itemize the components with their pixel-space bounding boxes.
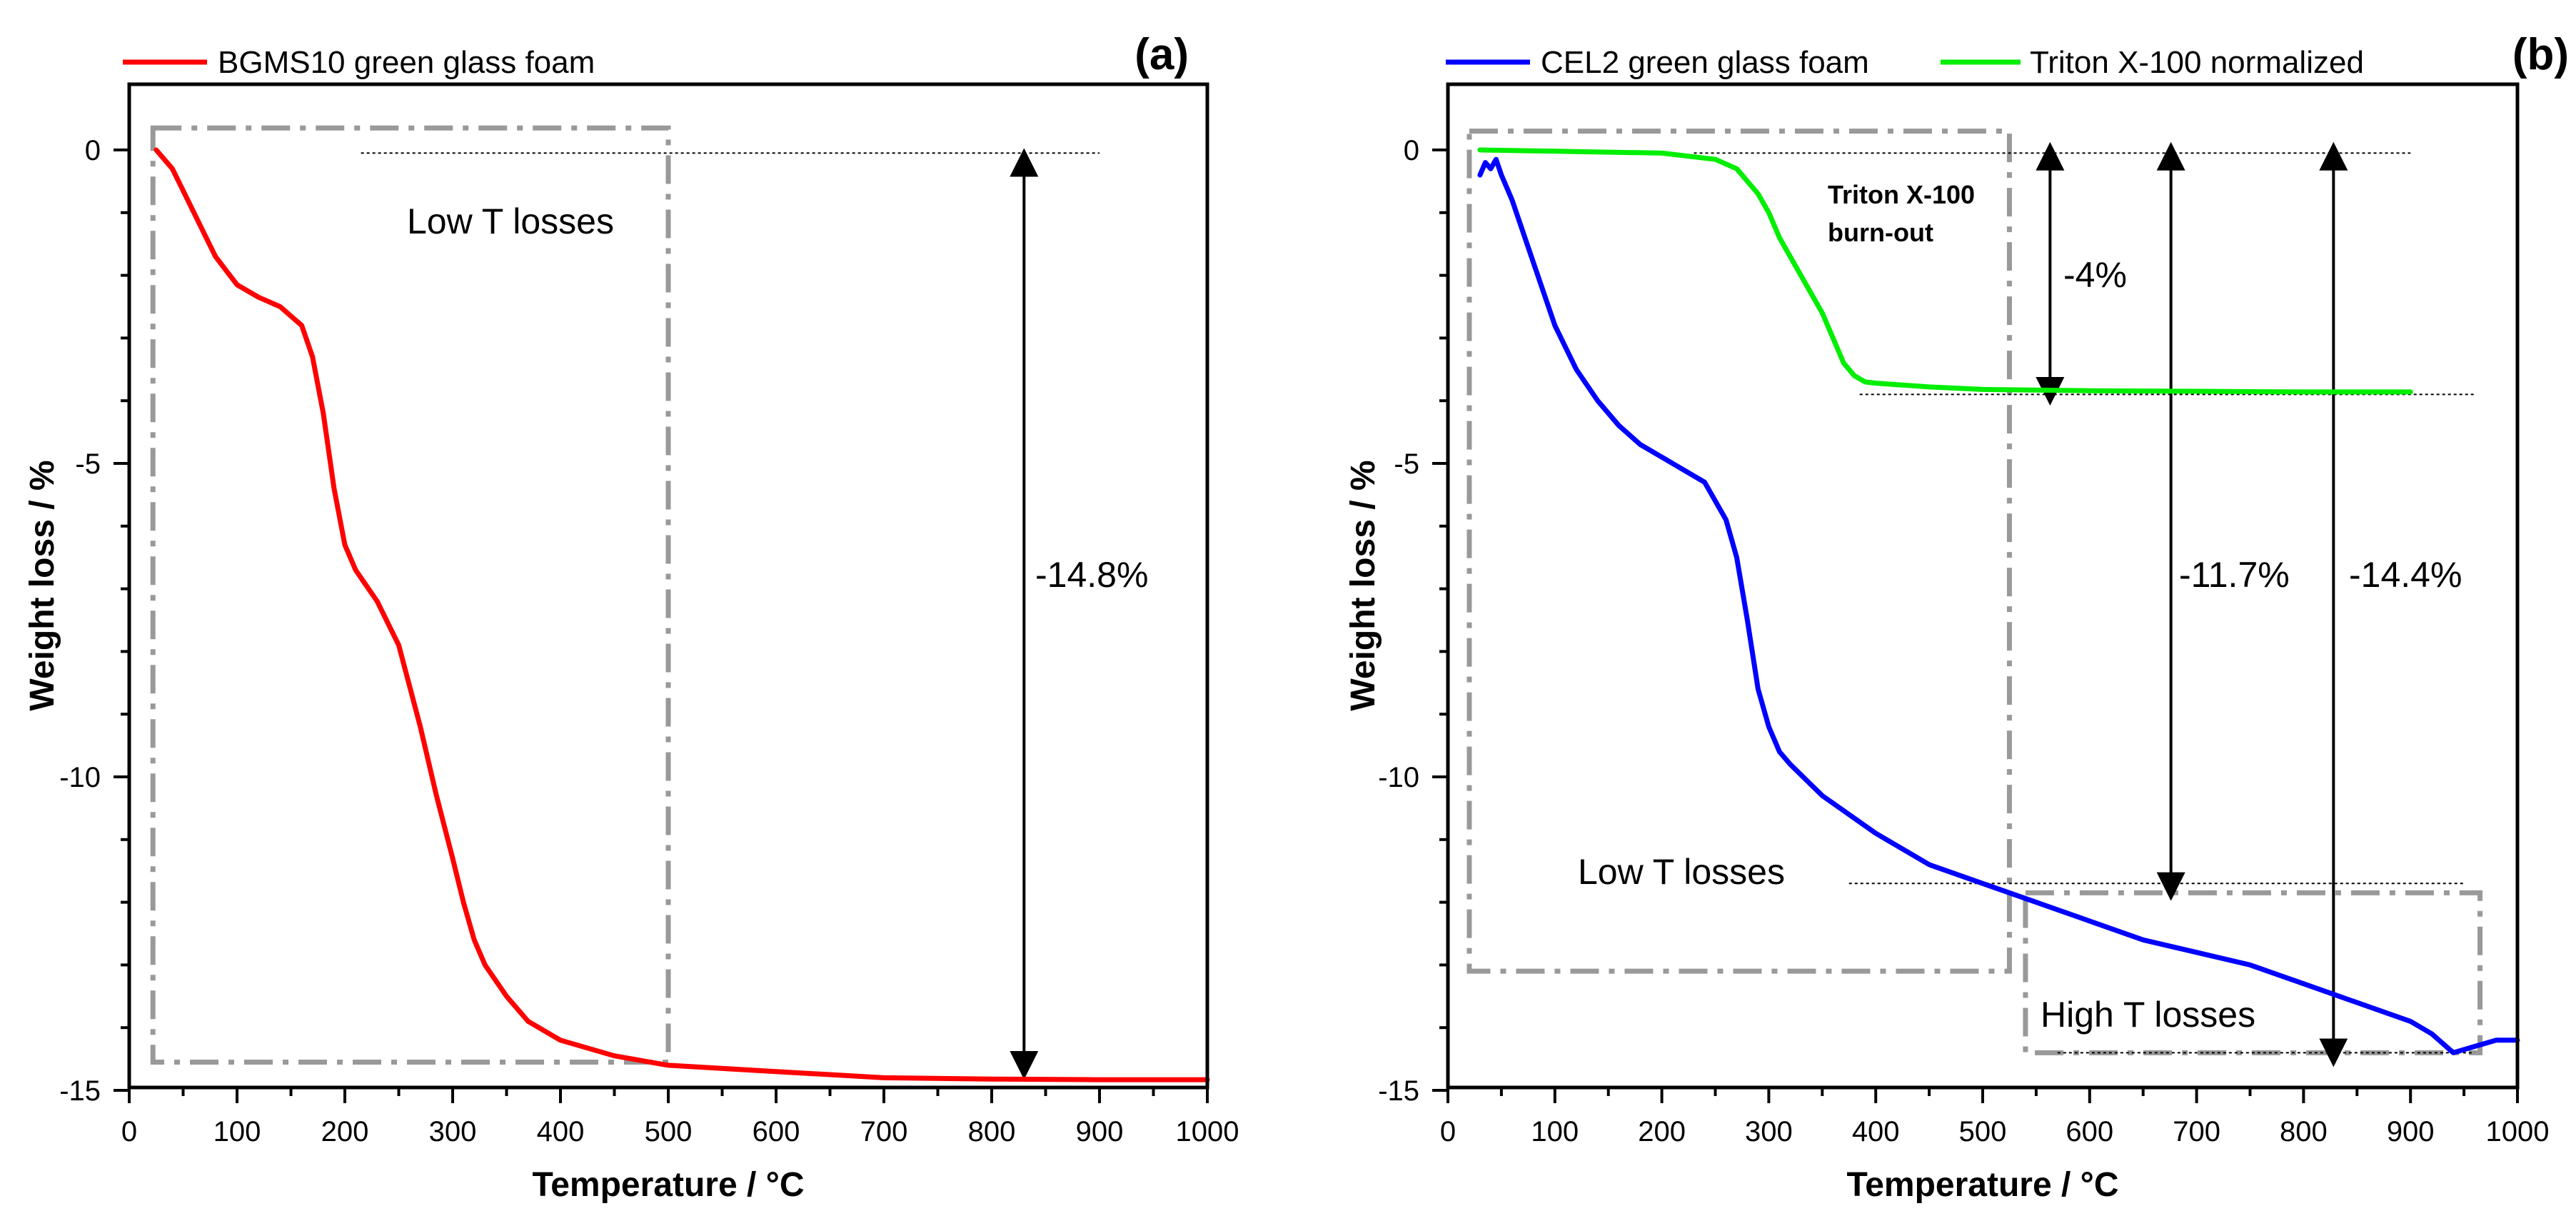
panel-a-xtick-label: 700 bbox=[860, 1116, 908, 1147]
panel-b-xtick-label: 0 bbox=[1440, 1116, 1456, 1147]
panel-b-cel2-total-loss-label: -14.4% bbox=[2349, 555, 2462, 595]
panel-b-legend-label-triton: Triton X-100 normalized bbox=[2030, 45, 2364, 80]
panel-a-xtick-label: 500 bbox=[645, 1116, 693, 1147]
panel-b-ytick-label: -10 bbox=[1378, 762, 1419, 793]
panel-a: 0 100 200 300 400 500 600 700 800 900 1000 0 -5 -10 -1… bbox=[24, 30, 1239, 1204]
panel-a-low-t-box bbox=[150, 125, 671, 1065]
panel-b-series-primary-line bbox=[1477, 156, 2520, 1055]
panel-a-legend-label: BGMS10 green glass foam bbox=[218, 45, 595, 80]
panel-b-series-secondary-line bbox=[1477, 147, 2413, 395]
panel-a-ylabel: Weight loss / % bbox=[24, 460, 61, 710]
panel-b-xtick-label: 700 bbox=[2173, 1116, 2220, 1147]
panel-a-xtick-label: 1000 bbox=[1176, 1116, 1239, 1147]
panel-b-xtick-label: 500 bbox=[1959, 1116, 2007, 1147]
panel-a-ytick-label: -15 bbox=[59, 1075, 101, 1107]
panel-b-xlabel: Temperature / °C bbox=[1846, 1166, 2118, 1204]
panel-b-ytick-label: -15 bbox=[1378, 1075, 1419, 1107]
panel-a-xlabel: Temperature / °C bbox=[532, 1166, 804, 1204]
panel-b-series-layer bbox=[1477, 147, 2520, 1055]
panel-b-xtick-label: 200 bbox=[1638, 1116, 1686, 1147]
panel-b-ylabel: Weight loss / % bbox=[1344, 460, 1382, 710]
panel-b-xtick-label: 600 bbox=[2066, 1116, 2113, 1147]
panel-b: 0 100 200 300 400 500 600 700 800 900 1000 0 -5 -10 -1… bbox=[1344, 30, 2569, 1204]
panel-b-burnout-label-line2: burn-out bbox=[1828, 218, 1933, 247]
panel-b-xtick-label: 1000 bbox=[2486, 1116, 2550, 1147]
panel-a-xtick-label: 600 bbox=[753, 1116, 800, 1147]
panel-a-panel-label: (a) bbox=[1134, 30, 1189, 79]
panel-a-xtick-label: 100 bbox=[213, 1116, 261, 1147]
panel-a-xtick-label: 400 bbox=[537, 1116, 585, 1147]
panel-a-xtick-label: 900 bbox=[1076, 1116, 1124, 1147]
panel-b-xtick-label: 100 bbox=[1531, 1116, 1579, 1147]
panel-b-high-t-losses-label: High T losses bbox=[2041, 995, 2255, 1035]
panel-a-xtick-label: 800 bbox=[968, 1116, 1016, 1147]
panel-a-ytick-label: 0 bbox=[85, 135, 101, 166]
panel-b-legend-label-cel2: CEL2 green glass foam bbox=[1541, 45, 1869, 80]
panel-a-xtick-label: 300 bbox=[429, 1116, 477, 1147]
panel-a-series-primary-line bbox=[154, 147, 1210, 1082]
panel-a-ytick-label: -5 bbox=[75, 448, 101, 480]
panel-b-triton-loss-label: -4% bbox=[2063, 255, 2127, 295]
panel-b-burnout-label: Triton X-100 bbox=[1828, 180, 1975, 209]
panel-b-high-t-box bbox=[2023, 890, 2483, 1055]
panel-a-total-loss-label: -14.8% bbox=[1035, 555, 1148, 595]
panel-a-guides bbox=[150, 125, 1100, 1080]
panel-a-ticks: 0 100 200 300 400 500 600 700 800 900 1000 0 -5 -10 -1… bbox=[59, 135, 1239, 1147]
panel-b-panel-label: (b) bbox=[2512, 30, 2569, 79]
panel-b-guides bbox=[1466, 129, 2483, 1067]
panel-b-low-t-box bbox=[1466, 129, 2012, 974]
panel-b-xtick-label: 800 bbox=[2280, 1116, 2328, 1147]
panel-b-ytick-label: 0 bbox=[1404, 135, 1419, 166]
panel-b-xtick-label: 300 bbox=[1745, 1116, 1793, 1147]
panel-b-low-t-losses-label: Low T losses bbox=[1578, 852, 1785, 892]
panel-a-low-t-losses-label: Low T losses bbox=[407, 201, 614, 241]
panel-b-xtick-label: 900 bbox=[2387, 1116, 2435, 1147]
panel-b-ytick-label: -5 bbox=[1394, 448, 1419, 480]
panel-b-ticks: 0 100 200 300 400 500 600 700 800 900 1000 0 -5 -10 -1… bbox=[1378, 135, 2549, 1147]
panel-a-xtick-label: 0 bbox=[121, 1116, 137, 1147]
panel-b-plot-frame bbox=[1446, 82, 2520, 1090]
panel-a-plot-frame bbox=[127, 82, 1209, 1090]
panel-a-ytick-label: -10 bbox=[59, 762, 101, 793]
panel-a-series-layer bbox=[154, 147, 1210, 1082]
panel-a-xtick-label: 200 bbox=[321, 1116, 369, 1147]
panel-b-cel2-low-loss-label: -11.7% bbox=[2179, 555, 2290, 595]
panel-b-xtick-label: 400 bbox=[1852, 1116, 1900, 1147]
